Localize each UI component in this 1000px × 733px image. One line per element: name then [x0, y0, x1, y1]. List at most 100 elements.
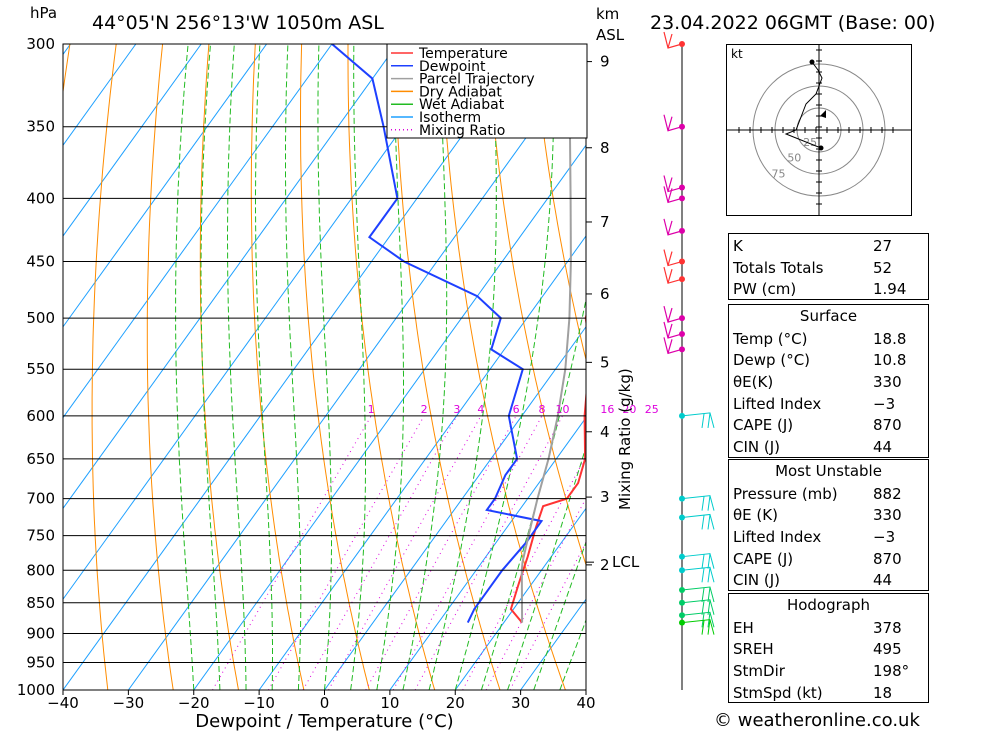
pressure-tick-label: 850: [26, 594, 55, 612]
pressure-tick-label: 800: [26, 561, 55, 579]
isotherm-line: [324, 325, 586, 690]
x-tick-label: −40: [47, 694, 79, 712]
indices-table: K 27 Totals Totals 52 PW (cm) 1.94: [728, 233, 929, 301]
wet-adiabat-line: [255, 44, 273, 690]
wind-barb: [663, 267, 683, 284]
index-row: K 27: [733, 237, 893, 255]
x-tick-label: −20: [178, 694, 210, 712]
isotherm-line: [454, 507, 586, 690]
mixing-ratio-label: 16: [600, 403, 614, 416]
isotherm-line: [0, 44, 5, 690]
hodograph-stats-title: Hodograph: [786, 596, 871, 614]
location-title: 44°05'N 256°13'W 1050m ASL: [92, 12, 384, 34]
x-tick-label: −10: [243, 694, 275, 712]
legend-label: Wet Adiabat: [419, 97, 505, 113]
most-unstable-title: Most Unstable: [775, 462, 882, 480]
legend-label: Parcel Trajectory: [419, 72, 535, 88]
km-tick-label: 5: [600, 353, 610, 371]
hodograph-point: [809, 59, 815, 65]
dry-adiabat-line: [532, 44, 586, 362]
isotherm-line: [258, 235, 586, 690]
mixing-ratio-label: 8: [538, 403, 545, 416]
wind-barb: [663, 186, 683, 204]
surface-row: Lifted Index −3: [733, 394, 896, 413]
pressure-tick-label: 900: [26, 624, 55, 642]
hodograph-trace: [784, 61, 823, 149]
mixing-ratio-line: [302, 415, 458, 690]
wet-adiabat-line: [507, 445, 586, 690]
dry-adiabat-line: [300, 44, 370, 690]
mixing-ratio-label: 2: [421, 403, 428, 416]
wind-barb: [663, 249, 683, 267]
x-tick-label: −30: [113, 694, 145, 712]
isotherm-line: [193, 144, 586, 690]
km-tick-label: 7: [600, 213, 610, 231]
dry-adiabat-line: [199, 44, 239, 690]
hodograph-unit: kt: [731, 47, 743, 61]
pressure-tick-label: 600: [26, 407, 55, 425]
pressure-tick-label: 1000: [17, 681, 55, 699]
wind-barb: [681, 495, 715, 511]
x-tick-label: 0: [320, 694, 330, 712]
copyright-link[interactable]: © weatheronline.co.uk: [714, 710, 920, 731]
isotherm-line: [63, 44, 398, 510]
wind-barb: [681, 566, 715, 583]
wind-barb: [663, 305, 683, 323]
wind-barb: [663, 337, 683, 355]
legend-box: [386, 43, 588, 139]
wet-adiabat-line: [200, 44, 221, 690]
km-tick-label: 6: [600, 285, 610, 303]
mixing-ratio-label: 4: [477, 403, 484, 416]
isotherm-line: [63, 44, 268, 328]
isotherm-line: [127, 53, 586, 690]
wind-barb: [681, 619, 715, 635]
hodograph-stats-row: StmDir 198°: [733, 662, 910, 681]
surface-row: CAPE (J) 870: [733, 416, 902, 435]
isotherm-line: [63, 44, 333, 419]
most-unstable-row: θE (K) 330: [733, 506, 902, 525]
x-tick-label: 10: [380, 694, 399, 712]
legend-label: Temperature: [418, 46, 508, 62]
x-axis-title: Dewpoint / Temperature (°C): [195, 711, 453, 732]
most-unstable-row: CAPE (J) 870: [733, 549, 902, 568]
surface-row: θE(K) 330: [733, 373, 902, 392]
mixing-ratio-line: [212, 415, 372, 690]
km-tick-label: 8: [600, 139, 610, 157]
wet-adiabat-line: [350, 44, 366, 690]
pressure-tick-label: 650: [26, 450, 55, 468]
km-tick-label: 4: [600, 423, 610, 441]
wind-barb: [663, 31, 683, 49]
km-unit-label: km: [596, 5, 620, 23]
surface-row: Temp (°C) 18.8: [733, 329, 907, 348]
hodograph-stats-row: StmSpd (kt) 18: [733, 683, 893, 702]
hodograph-stats-row: EH 378: [733, 618, 902, 637]
isotherm-line: [63, 44, 529, 690]
x-tick-label: 40: [576, 694, 595, 712]
pressure-tick-label: 950: [26, 653, 55, 671]
pressure-tick-label: 500: [26, 309, 55, 327]
wet-adiabat-line: [376, 44, 404, 690]
hpa-unit-label: hPa: [30, 4, 58, 22]
legend-label: Mixing Ratio: [419, 123, 505, 139]
wind-barb: [663, 114, 683, 132]
lcl-label: LCL: [612, 553, 640, 571]
wet-adiabat-line: [480, 297, 586, 690]
surface-title: Surface: [799, 307, 858, 325]
km-tick-label: 2: [600, 556, 610, 574]
most-unstable-table: Most Unstable Pressure (mb) 882 θE (K) 330…: [728, 459, 929, 592]
most-unstable-row: Pressure (mb) 882: [733, 484, 902, 503]
datetime-label: 23.04.2022 06GMT (Base: 00): [650, 12, 936, 34]
hodograph-stats-table: Hodograph EH 378 SREH 495 StmDir 198° StmSp…: [728, 593, 929, 704]
mixing-ratio-line: [328, 415, 482, 690]
mixing-ratio-label: 10: [556, 403, 570, 416]
surface-row: CIN (J) 44: [733, 438, 893, 457]
pressure-tick-label: 550: [26, 360, 55, 378]
mixing-ratio-line: [414, 415, 563, 690]
pressure-tick-label: 450: [26, 253, 55, 271]
mixing-ratio-line: [365, 415, 517, 690]
wind-barb: [663, 218, 683, 236]
storm-motion-marker: [820, 110, 826, 118]
pressure-tick-label: 300: [26, 35, 55, 53]
